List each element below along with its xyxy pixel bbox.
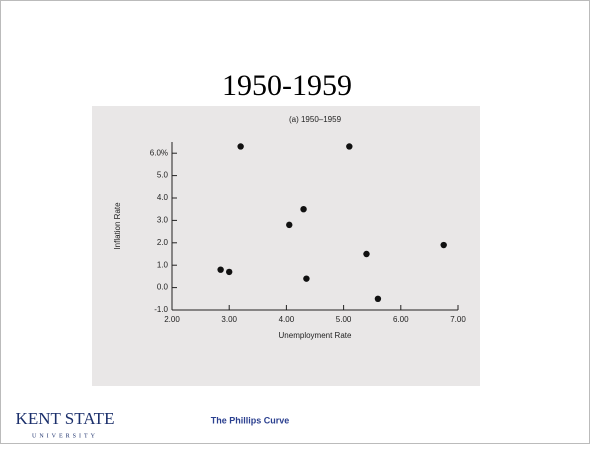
point [374,295,382,302]
chart-image [92,106,480,386]
point [217,266,224,273]
point [286,221,293,229]
y-axis-label: Inflation Rate [113,202,122,250]
footer-caption: The Phillips Curve [211,415,290,425]
logo-sub: UNIVERSITY [32,433,98,439]
point [303,275,310,282]
y-tick-label: 4.0 [157,193,169,202]
y-tick-label: 5.0 [157,171,169,180]
point [363,250,370,258]
x-tick-label: 4.00 [279,315,295,324]
x-tick-label: 7.00 [450,315,466,324]
x-tick-label: 2.00 [164,315,180,324]
x-tick-label: 6.00 [393,315,409,324]
point [237,143,244,150]
y-tick-label: 0.0 [157,283,169,292]
y-tick-label: -1.0 [154,305,168,314]
chart: (a) 1950–1959 -1.0 0.0 1.0 2.0 3.0 4.0 5.0 6.0% 2… [113,115,466,340]
point [440,241,447,249]
point [346,143,353,150]
x-tick-label: 5.00 [336,315,352,324]
point [300,206,307,213]
x-axis-label: Unemployment Rate [279,331,352,340]
y-tick-label: 1.0 [157,260,169,269]
y-tick-label: 6.0% [150,148,168,157]
slide-title: 1950-1959 [222,69,352,102]
x-tick-label: 3.00 [221,315,237,324]
chart-title: (a) 1950–1959 [289,115,342,124]
y-tick-label: 3.0 [157,216,169,225]
y-tick-label: 2.0 [157,238,169,247]
point [226,268,233,276]
logo-main: KENT STATE [16,409,115,428]
